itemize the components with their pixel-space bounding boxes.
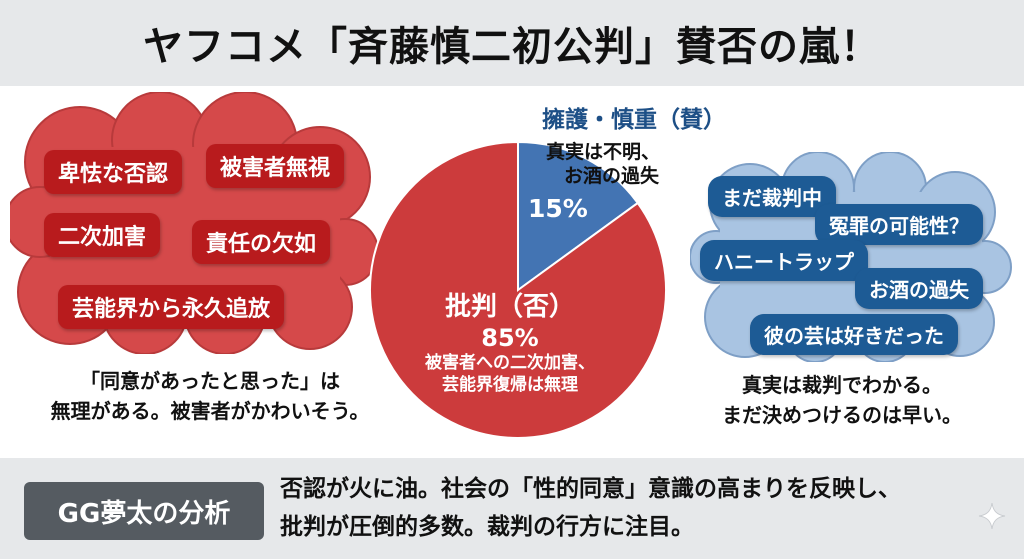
analysis-text-line: 否認が火に油。社会の「性的同意」意識の高まりを反映し、 (280, 476, 901, 502)
oppose-description-line: 芸能界復帰は無理 (442, 375, 578, 395)
support-slice-description: 真実は不明、 お酒の過失 (546, 140, 660, 188)
oppose-tag: 被害者無視 (206, 144, 345, 188)
pie-slice-oppose (369, 140, 667, 439)
support-comment-line: まだ決めつけるのは早い。 (722, 403, 962, 427)
oppose-tag: 二次加害 (44, 213, 161, 257)
support-tag: 彼の芸は好きだった (750, 314, 958, 355)
oppose-slice-text: 批判（否） 85% 被害者への二次加害、 芸能界復帰は無理 (400, 290, 620, 396)
oppose-tag: 芸能界から永久追放 (58, 285, 285, 329)
analysis-badge: GG夢太の分析 (24, 482, 264, 540)
support-slice-label: 擁護・慎重（賛） (542, 107, 726, 133)
support-description-line: 真実は不明、 (546, 141, 661, 163)
oppose-comment-line: 「同意があったと思った」は (80, 369, 340, 393)
support-tag: ハニートラップ (700, 240, 868, 281)
oppose-percent: 85% (481, 324, 539, 352)
analysis-text-line: 批判が圧倒的多数。裁判の行方に注目。 (280, 514, 694, 540)
support-comment: 真実は裁判でわかる。 まだ決めつけるのは早い。 (692, 370, 992, 430)
support-percent: 15% (528, 194, 588, 223)
pie-chart-svg (369, 140, 667, 439)
support-tag: 冤罪の可能性？ (815, 204, 983, 245)
title-banner: ヤフコメ「斉藤慎二初公判」賛否の嵐！ (0, 0, 1024, 86)
oppose-comment-line: 無理がある。被害者がかわいそう。 (50, 399, 370, 423)
opinion-pie-chart (368, 140, 668, 440)
oppose-tag: 責任の欠如 (192, 220, 331, 264)
oppose-slice-label: 批判（否） (444, 292, 575, 322)
page-title: ヤフコメ「斉藤慎二初公判」賛否の嵐！ (143, 24, 881, 70)
support-tag: まだ裁判中 (708, 176, 836, 217)
oppose-description-line: 被害者への二次加害、 (425, 353, 595, 373)
support-description-line: お酒の過失 (564, 165, 660, 187)
sparkle-icon (978, 502, 1006, 530)
oppose-tag: 卑怯な否認 (44, 150, 183, 194)
analysis-text: 否認が火に油。社会の「性的同意」意識の高まりを反映し、 批判が圧倒的多数。裁判の… (280, 470, 901, 546)
pie-slice-support (517, 140, 640, 292)
support-comment-line: 真実は裁判でわかる。 (742, 373, 942, 397)
support-tag: お酒の過失 (855, 268, 983, 309)
oppose-comment: 「同意があったと思った」は 無理がある。被害者がかわいそう。 (30, 366, 390, 426)
